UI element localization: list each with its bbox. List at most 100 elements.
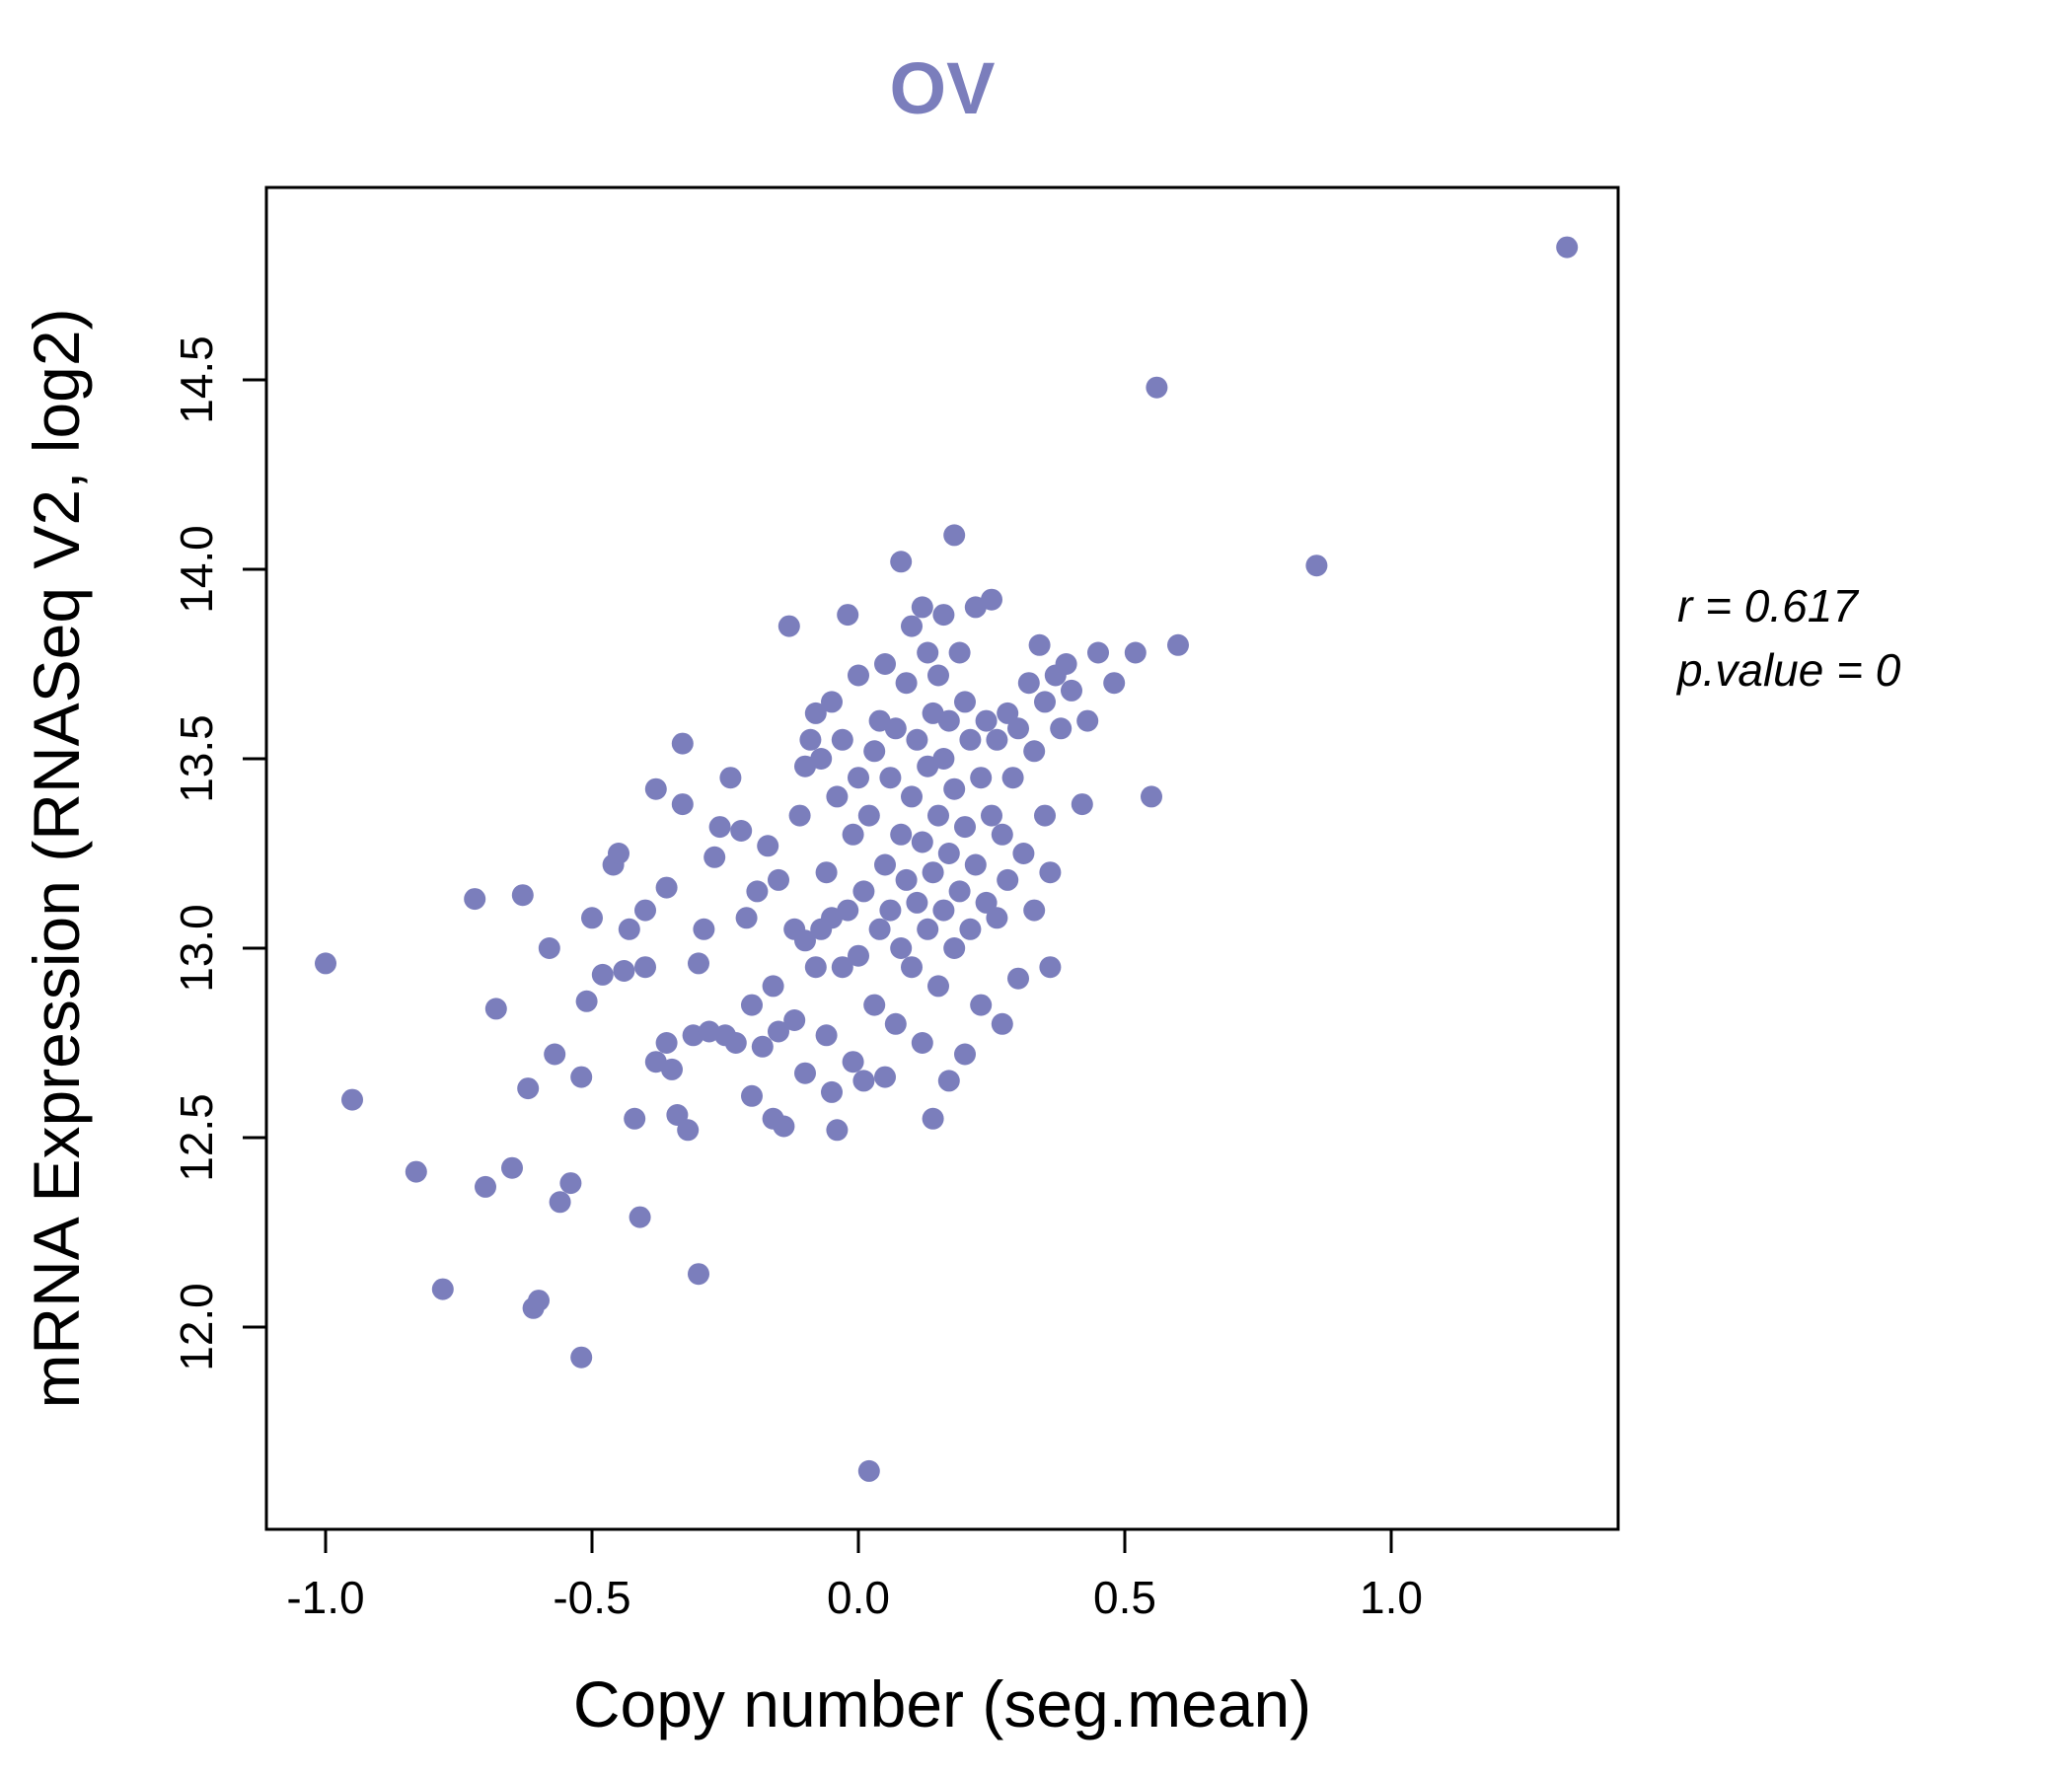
data-point [901, 785, 923, 808]
data-point [741, 1084, 763, 1107]
data-point [773, 1115, 795, 1138]
data-point [901, 615, 923, 637]
data-point [1103, 672, 1126, 695]
y-axis-title: mRNA Expression (RNASeq V2, log2) [20, 308, 93, 1408]
data-point [911, 831, 933, 853]
data-point [730, 820, 753, 842]
data-point [724, 1032, 747, 1054]
data-point [671, 793, 694, 816]
data-point [937, 1070, 960, 1092]
data-point [943, 937, 966, 959]
data-point [575, 990, 598, 1012]
data-point [1556, 236, 1579, 259]
data-point [826, 1119, 849, 1142]
data-point [954, 816, 976, 839]
x-tick-label: 1.0 [1360, 1572, 1423, 1623]
data-point [1023, 899, 1046, 922]
x-tick-label: -1.0 [286, 1572, 364, 1623]
data-point [948, 641, 971, 664]
data-point [1028, 633, 1051, 656]
data-point [842, 823, 864, 846]
data-point [1124, 641, 1147, 664]
y-tick-label: 14.0 [171, 525, 222, 614]
data-point [1076, 709, 1099, 732]
data-point [517, 1077, 540, 1100]
data-point [464, 888, 486, 911]
data-point [581, 907, 603, 929]
data-point [911, 1032, 933, 1054]
data-point [826, 785, 849, 808]
data-point [874, 1066, 896, 1088]
data-point [863, 740, 886, 763]
data-point [618, 918, 640, 940]
data-point [917, 641, 939, 664]
data-point [884, 1012, 907, 1035]
data-point [815, 1024, 838, 1047]
data-point [922, 1107, 944, 1130]
data-point [768, 868, 789, 891]
data-point [852, 1070, 875, 1092]
data-point [986, 728, 1008, 751]
data-point [895, 868, 918, 891]
data-point [777, 615, 800, 637]
data-point [848, 664, 869, 687]
scatter-points-layer [315, 236, 1579, 1482]
data-point [937, 843, 960, 864]
data-point [997, 868, 1019, 891]
y-tick-label: 12.5 [171, 1093, 222, 1182]
data-point [624, 1107, 646, 1130]
data-point [431, 1278, 454, 1300]
annotation-r-value: r = 0.617 [1677, 580, 1859, 631]
x-tick-label: 0.5 [1093, 1572, 1156, 1623]
data-point [677, 1119, 700, 1142]
data-point [549, 1191, 571, 1214]
data-point [991, 823, 1013, 846]
data-point [927, 804, 949, 827]
data-point [751, 1035, 774, 1058]
data-point [762, 975, 784, 998]
data-point [970, 994, 993, 1016]
data-point [484, 998, 507, 1020]
data-point [879, 767, 902, 789]
data-point [1034, 691, 1056, 713]
data-point [879, 899, 902, 922]
data-point [757, 835, 779, 857]
data-point [341, 1088, 363, 1111]
data-point [932, 748, 955, 770]
data-point [799, 728, 822, 751]
data-point [613, 960, 635, 982]
data-point [794, 1062, 816, 1084]
data-point [890, 937, 913, 959]
data-point [1034, 804, 1056, 827]
data-point [544, 1043, 566, 1066]
data-point [895, 672, 918, 695]
data-point [475, 1175, 496, 1198]
data-point [954, 691, 976, 713]
data-point [890, 551, 913, 573]
data-point [857, 1459, 880, 1482]
data-point [804, 702, 827, 724]
data-point [884, 717, 907, 740]
data-point [997, 702, 1019, 724]
data-point [937, 709, 960, 732]
data-point [688, 952, 709, 975]
x-tick-label: 0.0 [827, 1572, 890, 1623]
data-point [719, 767, 742, 789]
data-point [1305, 555, 1328, 577]
data-point [315, 952, 336, 975]
data-point [1055, 653, 1077, 675]
data-point [671, 732, 694, 755]
data-point [1012, 843, 1035, 864]
data-point [693, 918, 715, 940]
annotation-p-value: p.value = 0 [1675, 644, 1901, 696]
data-point [948, 880, 971, 903]
x-axis-ticks: -1.0 -0.5 0.0 0.5 1.0 [286, 1529, 1423, 1623]
data-point [810, 748, 833, 770]
data-point [986, 907, 1008, 929]
data-point [655, 876, 678, 899]
data-point [783, 1009, 806, 1031]
data-point [848, 944, 869, 967]
data-point [629, 1206, 651, 1228]
data-point [708, 816, 731, 839]
